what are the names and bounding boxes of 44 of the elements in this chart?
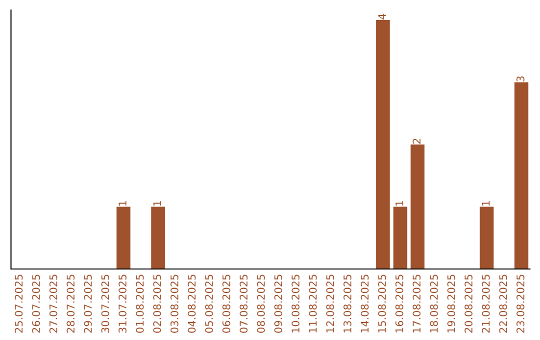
- x-tick-label: 13.08.2025: [343, 274, 352, 332]
- bar: [376, 20, 390, 269]
- x-tick-label: 17.08.2025: [412, 274, 421, 332]
- x-tick-label: 25.07.2025: [14, 274, 23, 333]
- bar: [514, 82, 528, 269]
- data-label: 2: [412, 138, 420, 144]
- x-tick-label: 23.08.2025: [516, 274, 524, 333]
- x-tick-label: 18.08.2025: [430, 274, 438, 332]
- x-tick-label: 02.08.2025: [153, 274, 162, 333]
- x-tick-label: 07.08.2025: [240, 274, 248, 333]
- bar: [480, 206, 494, 269]
- x-tick-label: 14.08.2025: [360, 274, 369, 332]
- x-tick-label: 31.07.2025: [118, 274, 126, 333]
- bar: [393, 206, 408, 269]
- x-tick-label: 05.08.2025: [205, 274, 213, 333]
- data-label: 1: [396, 201, 404, 206]
- x-tick-label: 22.08.2025: [499, 274, 508, 333]
- x-tick-label: 08.08.2025: [256, 274, 265, 333]
- x-tick-label: 09.08.2025: [274, 274, 282, 333]
- x-tick-label: 26.07.2025: [32, 274, 40, 333]
- x-tick-label: 01.08.2025: [136, 274, 144, 333]
- data-label: 4: [378, 14, 386, 20]
- x-tick-label: 29.07.2025: [84, 274, 92, 333]
- x-tick-label: 16.08.2025: [395, 274, 404, 332]
- x-tick-label: 12.08.2025: [326, 274, 334, 332]
- x-tick-label: 06.08.2025: [222, 274, 230, 333]
- x-tick-label: 21.08.2025: [482, 274, 490, 333]
- x-tick-label: 15.08.2025: [378, 274, 386, 332]
- x-tick-label: 11.08.2025: [308, 274, 317, 332]
- x-tick-label: 19.08.2025: [447, 274, 456, 332]
- x-tick-label: 03.08.2025: [170, 274, 178, 333]
- data-label: 1: [482, 201, 490, 206]
- data-label: 1: [118, 201, 126, 206]
- data-label: 3: [516, 76, 524, 82]
- x-tick-label: 20.08.2025: [464, 274, 472, 333]
- x-tick-label: 30.07.2025: [101, 274, 110, 333]
- x-tick-label: 10.08.2025: [292, 274, 300, 332]
- bar: [116, 206, 130, 269]
- x-tick-label: 27.07.2025: [49, 274, 58, 333]
- bar: [151, 206, 165, 269]
- bar: [410, 144, 424, 269]
- data-label: 1: [153, 201, 161, 206]
- x-tick-label: 04.08.2025: [188, 274, 196, 333]
- x-tick-label: 28.07.2025: [66, 274, 75, 333]
